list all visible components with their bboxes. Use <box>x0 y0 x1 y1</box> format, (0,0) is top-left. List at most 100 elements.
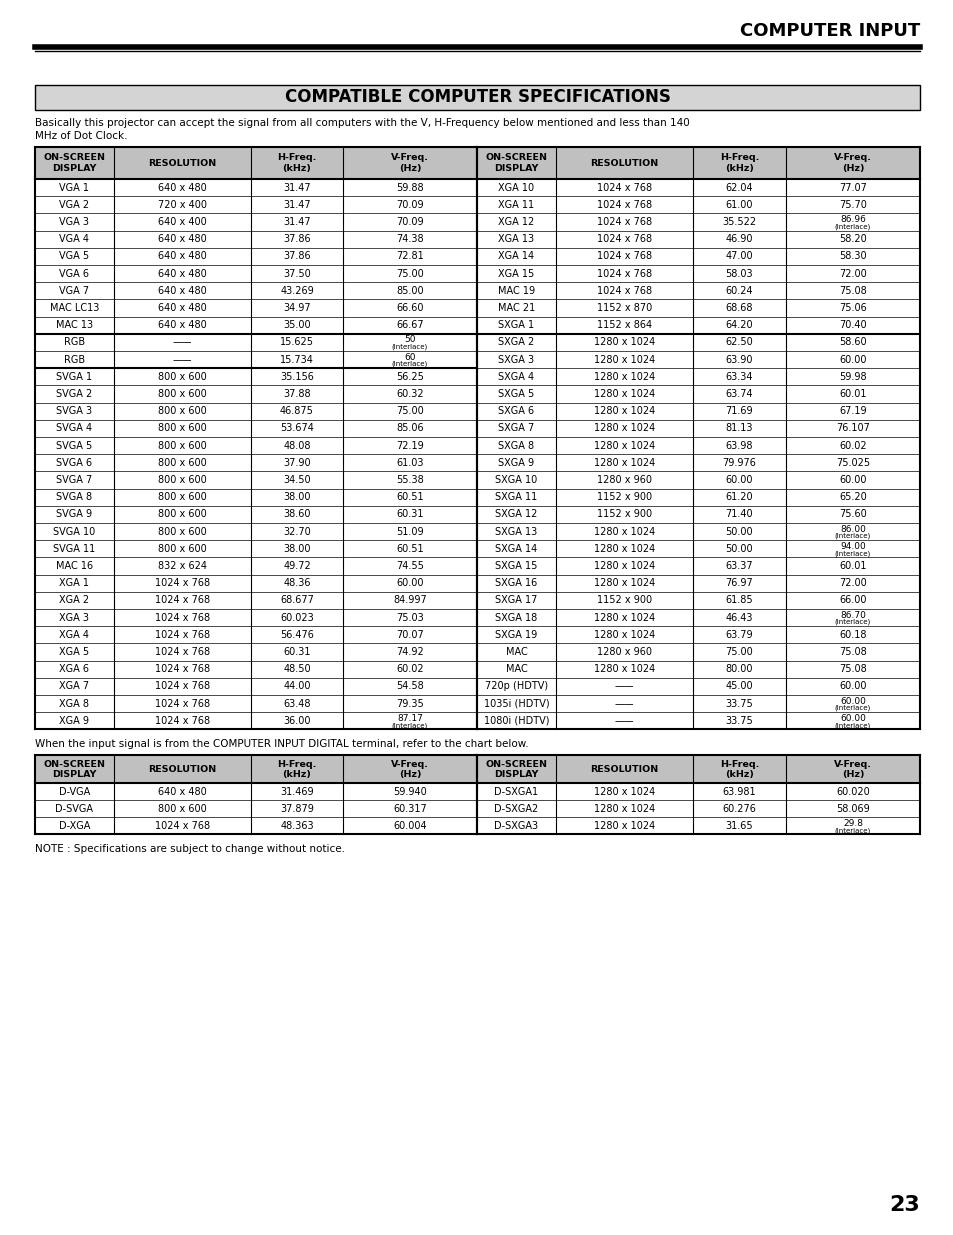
Text: Basically this projector can accept the signal from all computers with the V, H-: Basically this projector can accept the … <box>35 119 689 141</box>
Text: SXGA 13: SXGA 13 <box>495 526 537 536</box>
Text: 1024 x 768: 1024 x 768 <box>154 613 210 622</box>
Text: 71.69: 71.69 <box>725 406 753 416</box>
Text: 640 x 480: 640 x 480 <box>158 235 207 245</box>
Text: 63.48: 63.48 <box>283 699 311 709</box>
Text: 15.734: 15.734 <box>280 354 314 364</box>
Text: 75.08: 75.08 <box>839 664 866 674</box>
Text: XGA 8: XGA 8 <box>59 699 90 709</box>
Text: 54.58: 54.58 <box>395 682 423 692</box>
Text: H-Freq.
(kHz): H-Freq. (kHz) <box>720 153 759 173</box>
Text: SVGA 3: SVGA 3 <box>56 406 92 416</box>
Text: XGA 15: XGA 15 <box>497 268 534 279</box>
Text: 75.08: 75.08 <box>839 285 866 296</box>
Bar <box>35 85 919 110</box>
Text: 72.00: 72.00 <box>839 578 866 588</box>
Text: SXGA 4: SXGA 4 <box>497 372 534 382</box>
Text: 63.981: 63.981 <box>722 787 756 797</box>
Text: 61.20: 61.20 <box>725 493 753 503</box>
Text: 61.85: 61.85 <box>725 595 753 605</box>
Text: 45.00: 45.00 <box>725 682 753 692</box>
Text: SXGA 10: SXGA 10 <box>495 475 537 485</box>
Text: (Interlace): (Interlace) <box>834 827 870 834</box>
Text: SVGA 5: SVGA 5 <box>56 441 92 451</box>
Text: 86.00: 86.00 <box>840 525 865 534</box>
Text: 63.37: 63.37 <box>725 561 753 571</box>
Text: 60.24: 60.24 <box>725 285 753 296</box>
Text: XGA 6: XGA 6 <box>59 664 90 674</box>
Text: 74.38: 74.38 <box>395 235 423 245</box>
Text: 1280 x 1024: 1280 x 1024 <box>594 630 655 640</box>
Text: 1035i (HDTV): 1035i (HDTV) <box>483 699 549 709</box>
Text: 60.00: 60.00 <box>395 578 423 588</box>
Text: H-Freq.
(kHz): H-Freq. (kHz) <box>277 153 316 173</box>
Text: 800 x 600: 800 x 600 <box>158 526 207 536</box>
Text: V-Freq.
(Hz): V-Freq. (Hz) <box>391 153 429 173</box>
Text: 79.976: 79.976 <box>721 458 756 468</box>
Text: 1280 x 1024: 1280 x 1024 <box>594 441 655 451</box>
Text: 1280 x 1024: 1280 x 1024 <box>594 543 655 553</box>
Text: XGA 2: XGA 2 <box>59 595 90 605</box>
Text: SXGA 15: SXGA 15 <box>495 561 537 571</box>
Text: 33.75: 33.75 <box>725 699 753 709</box>
Text: 72.19: 72.19 <box>395 441 423 451</box>
Text: 60.02: 60.02 <box>395 664 423 674</box>
Text: VGA 1: VGA 1 <box>59 183 90 193</box>
Text: 60.317: 60.317 <box>393 804 426 814</box>
Text: D-SVGA: D-SVGA <box>55 804 93 814</box>
Text: 60.00: 60.00 <box>839 354 866 364</box>
Text: 35.00: 35.00 <box>283 320 311 330</box>
Text: 58.069: 58.069 <box>835 804 869 814</box>
Text: 1280 x 960: 1280 x 960 <box>597 647 651 657</box>
Text: 640 x 480: 640 x 480 <box>158 183 207 193</box>
Text: 43.269: 43.269 <box>280 285 314 296</box>
Text: 640 x 480: 640 x 480 <box>158 252 207 262</box>
Text: H-Freq.
(kHz): H-Freq. (kHz) <box>277 760 316 779</box>
Text: SXGA 11: SXGA 11 <box>495 493 537 503</box>
Text: 31.65: 31.65 <box>725 821 753 831</box>
Bar <box>476 147 919 179</box>
Text: MAC 16: MAC 16 <box>56 561 93 571</box>
Text: 75.00: 75.00 <box>725 647 753 657</box>
Text: 85.06: 85.06 <box>395 424 423 433</box>
Text: ——: —— <box>614 699 634 709</box>
Text: 66.60: 66.60 <box>395 303 423 312</box>
Text: 72.81: 72.81 <box>395 252 423 262</box>
Text: 800 x 600: 800 x 600 <box>158 475 207 485</box>
Text: 34.97: 34.97 <box>283 303 311 312</box>
Text: RESOLUTION: RESOLUTION <box>149 158 216 168</box>
Text: (Interlace): (Interlace) <box>392 722 428 729</box>
Text: XGA 10: XGA 10 <box>497 183 534 193</box>
Text: 63.34: 63.34 <box>725 372 753 382</box>
Text: 1024 x 768: 1024 x 768 <box>154 716 210 726</box>
Text: 800 x 600: 800 x 600 <box>158 406 207 416</box>
Text: SVGA 1: SVGA 1 <box>56 372 92 382</box>
Text: 50.00: 50.00 <box>725 543 753 553</box>
Text: 640 x 480: 640 x 480 <box>158 320 207 330</box>
Text: VGA 7: VGA 7 <box>59 285 90 296</box>
Text: 58.60: 58.60 <box>839 337 866 347</box>
Text: XGA 3: XGA 3 <box>59 613 90 622</box>
Text: 1024 x 768: 1024 x 768 <box>154 699 210 709</box>
Text: XGA 14: XGA 14 <box>497 252 534 262</box>
Text: 800 x 600: 800 x 600 <box>158 372 207 382</box>
Text: 50: 50 <box>404 336 416 345</box>
Text: XGA 5: XGA 5 <box>59 647 90 657</box>
Text: 48.50: 48.50 <box>283 664 311 674</box>
Text: 68.68: 68.68 <box>725 303 753 312</box>
Text: 1280 x 1024: 1280 x 1024 <box>594 613 655 622</box>
Text: ——: —— <box>172 337 193 347</box>
Text: 640 x 400: 640 x 400 <box>158 217 207 227</box>
Text: 58.30: 58.30 <box>839 252 866 262</box>
Text: 81.13: 81.13 <box>725 424 753 433</box>
Text: D-SXGA1: D-SXGA1 <box>494 787 538 797</box>
Text: 84.997: 84.997 <box>393 595 426 605</box>
Text: (Interlace): (Interlace) <box>834 532 870 540</box>
Text: 60.00: 60.00 <box>839 682 866 692</box>
Text: 59.88: 59.88 <box>395 183 423 193</box>
Text: 1152 x 864: 1152 x 864 <box>597 320 652 330</box>
Text: 53.674: 53.674 <box>280 424 314 433</box>
Text: 38.00: 38.00 <box>283 493 311 503</box>
Text: XGA 7: XGA 7 <box>59 682 90 692</box>
Text: D-SXGA3: D-SXGA3 <box>494 821 538 831</box>
Text: 70.07: 70.07 <box>395 630 423 640</box>
